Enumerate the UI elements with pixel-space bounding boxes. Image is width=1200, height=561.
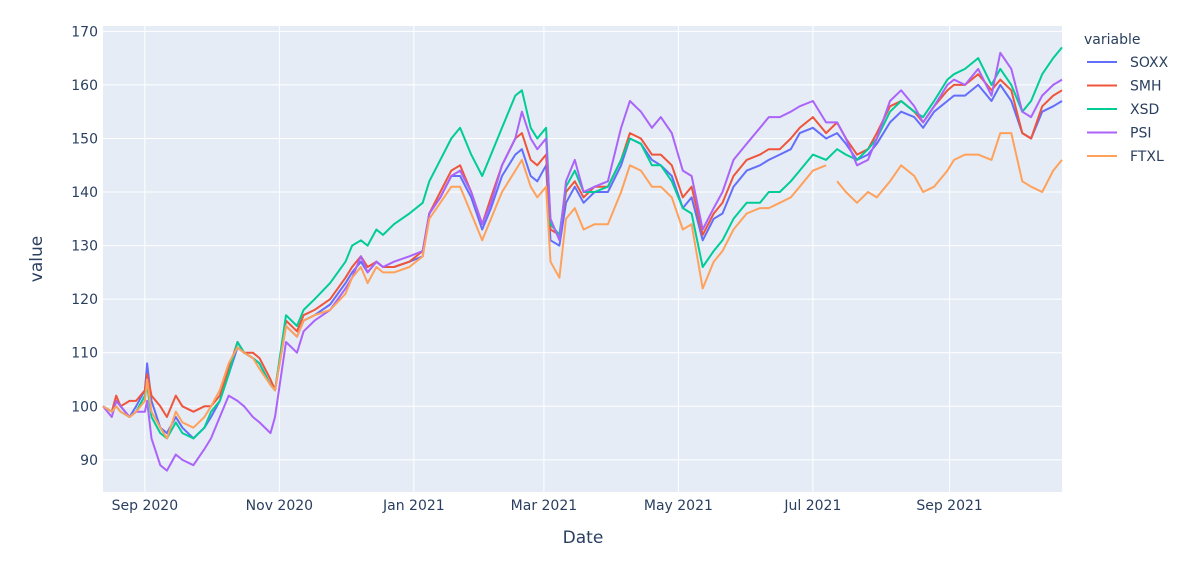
- legend[interactable]: variable SOXX SMH XSD PSI FTXL: [1084, 32, 1169, 165]
- series-line-psi[interactable]: [102, 51, 1063, 472]
- y-tick-label: 120: [71, 292, 98, 308]
- y-tick-label: 90: [80, 453, 98, 469]
- series-line-ftxl[interactable]: [102, 132, 1063, 440]
- y-tick-label: 100: [71, 399, 98, 415]
- y-tick-label: 160: [71, 78, 98, 94]
- series-lines: [102, 46, 1063, 472]
- x-tick-label: Jul 2021: [783, 498, 841, 514]
- y-tick-label: 170: [71, 24, 98, 40]
- plot-background: [103, 26, 1062, 492]
- x-axis-title: Date: [563, 528, 604, 548]
- legend-title: variable: [1084, 32, 1140, 48]
- grid-lines: [103, 26, 1062, 492]
- y-tick-label: 130: [71, 239, 98, 255]
- x-tick-label: Mar 2021: [511, 498, 578, 514]
- y-axis-ticks: 90 100 110 120 130 140 150 160 170: [71, 24, 98, 469]
- y-tick-label: 150: [71, 131, 98, 147]
- y-axis-title: value: [27, 236, 47, 282]
- legend-item-smh[interactable]: SMH: [1130, 79, 1162, 95]
- legend-item-soxx[interactable]: SOXX: [1130, 55, 1169, 71]
- y-tick-label: 110: [71, 346, 98, 362]
- legend-item-xsd[interactable]: XSD: [1130, 102, 1159, 118]
- x-tick-label: Sep 2020: [112, 498, 178, 514]
- legend-item-ftxl[interactable]: FTXL: [1130, 149, 1164, 165]
- x-tick-label: May 2021: [644, 498, 713, 514]
- legend-item-psi[interactable]: PSI: [1130, 126, 1151, 142]
- series-line-xsd[interactable]: [102, 46, 1063, 440]
- x-tick-label: Jan 2021: [382, 498, 445, 514]
- x-tick-label: Sep 2021: [916, 498, 982, 514]
- x-axis-ticks: Sep 2020 Nov 2020 Jan 2021 Mar 2021 May 2021…: [112, 498, 983, 514]
- x-tick-label: Nov 2020: [246, 498, 313, 514]
- y-tick-label: 140: [71, 185, 98, 201]
